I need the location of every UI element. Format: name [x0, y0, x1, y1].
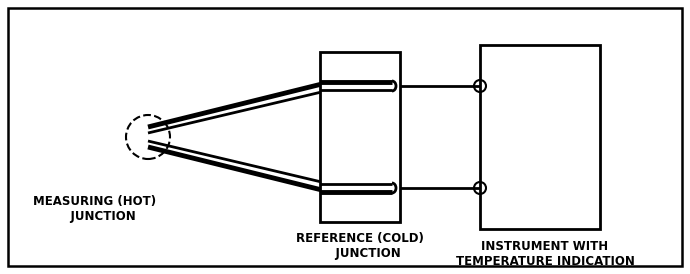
Text: MEASURING (HOT)
    JUNCTION: MEASURING (HOT) JUNCTION [33, 195, 157, 223]
Bar [480, 45, 600, 229]
Bar [320, 52, 400, 222]
Text: INSTRUMENT WITH
TEMPERATURE INDICATION: INSTRUMENT WITH TEMPERATURE INDICATION [455, 240, 634, 268]
Text: REFERENCE (COLD)
    JUNCTION: REFERENCE (COLD) JUNCTION [296, 232, 424, 260]
